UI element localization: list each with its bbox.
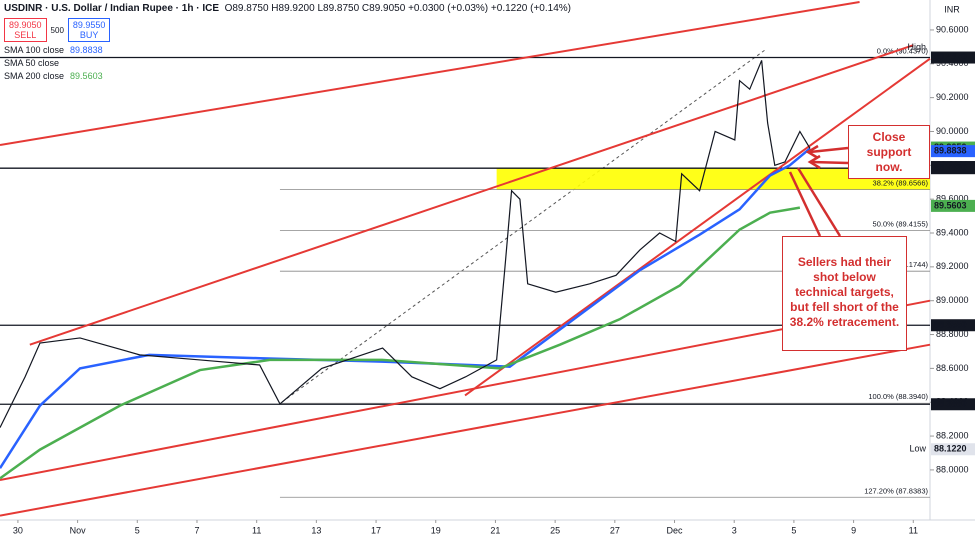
x-tick-label: 13 <box>311 525 321 535</box>
trendline <box>0 1 860 147</box>
annotation: Close support now. <box>848 125 930 179</box>
symbol: USDINR · U.S. Dollar / Indian Rupee · 1h… <box>4 3 220 14</box>
price-tag: High <box>907 42 926 52</box>
price-label-box <box>931 51 975 64</box>
trendline <box>0 299 931 482</box>
price-label: 89.8838 <box>934 146 967 156</box>
price-label: 89.7830 <box>934 163 967 173</box>
y-tick-label: 88.2000 <box>936 430 969 440</box>
price-label-box <box>931 145 975 158</box>
buy-label: BUY <box>79 30 99 40</box>
series-line <box>0 60 811 428</box>
ohlc: O89.8750 H89.9200 L89.8750 C89.9050 +0.0… <box>224 3 571 14</box>
price-label: 88.3880 <box>934 399 967 409</box>
currency: INR <box>944 4 960 14</box>
buy-button[interactable]: 89.9550 BUY <box>67 18 111 42</box>
x-tick-label: 17 <box>371 525 381 535</box>
price-label: 89.5603 <box>934 200 967 210</box>
trendline <box>0 343 931 517</box>
y-tick-label: 88.0000 <box>936 464 969 474</box>
indicator-name: SMA 100 close <box>4 45 65 55</box>
x-tick-label: 7 <box>194 525 199 535</box>
trade-row: 89.9050 SELL 500 89.9550 BUY <box>4 18 571 42</box>
trendline <box>29 44 914 346</box>
series-line <box>0 206 801 480</box>
x-tick-label: 5 <box>791 525 796 535</box>
price-tag: Low <box>909 444 926 454</box>
x-tick-label: 25 <box>550 525 560 535</box>
sell-button[interactable]: 89.9050 SELL <box>4 18 47 42</box>
fib-label: 50.0% (89.4155) <box>873 219 929 228</box>
x-tick-label: 27 <box>610 525 620 535</box>
price-label-box <box>931 319 975 332</box>
sell-label: SELL <box>14 30 37 40</box>
x-tick-label: 30 <box>13 525 23 535</box>
buy-price: 89.9550 <box>72 20 106 30</box>
indicator: SMA 50 close <box>4 58 571 68</box>
price-label: 88.8550 <box>934 320 967 330</box>
spread: 500 <box>50 25 64 35</box>
trendline <box>464 57 931 397</box>
x-tick-label: 19 <box>431 525 441 535</box>
title-row: USDINR · U.S. Dollar / Indian Rupee · 1h… <box>4 3 571 14</box>
indicator: SMA 200 close 89.5603 <box>4 71 571 81</box>
indicators: SMA 100 close 89.8838 SMA 50 close SMA 200 … <box>4 45 571 81</box>
y-tick-label: 89.0000 <box>936 295 969 305</box>
x-tick-label: 11 <box>909 525 918 535</box>
y-tick-label: 90.6000 <box>936 24 969 34</box>
x-tick-label: 3 <box>732 525 737 535</box>
support-zone <box>496 168 930 190</box>
series-line <box>0 147 811 469</box>
y-tick-label: 88.8000 <box>936 329 969 339</box>
price-label-box <box>931 162 975 175</box>
indicator: SMA 100 close 89.8838 <box>4 45 571 55</box>
fib-label: 100.0% (88.3940) <box>868 392 928 401</box>
fib-label: 127.20% (87.8383) <box>864 486 928 495</box>
y-tick-label: 89.2000 <box>936 261 969 271</box>
annotation: Sellers had their shot below technical t… <box>782 236 907 351</box>
y-tick-label: 88.6000 <box>936 363 969 373</box>
indicator-value: 89.5603 <box>70 71 103 81</box>
x-tick-label: 21 <box>490 525 500 535</box>
price-label-box <box>931 398 975 411</box>
sell-price: 89.9050 <box>9 20 42 30</box>
price-label-box <box>931 443 975 456</box>
arrows <box>788 144 849 237</box>
y-tick-label: 90.0000 <box>936 126 969 136</box>
fib-label: 38.2% (89.6566) <box>873 179 929 188</box>
fib-label: 0.0% (90.4370) <box>877 47 929 56</box>
x-tick-label: 9 <box>851 525 856 535</box>
y-tick-label: 89.4000 <box>936 227 969 237</box>
x-tick-label: 5 <box>135 525 140 535</box>
indicator-name: SMA 200 close <box>4 71 65 81</box>
y-tick-label: 89.6000 <box>936 194 969 204</box>
y-tick-label: 90.2000 <box>936 92 969 102</box>
x-tick-label: Nov <box>70 525 87 535</box>
price-label-box <box>931 199 975 212</box>
fib-swing <box>281 49 766 403</box>
price-label: 88.1220 <box>934 444 967 454</box>
header: USDINR · U.S. Dollar / Indian Rupee · 1h… <box>4 3 571 81</box>
price-label: 90.4370 <box>934 52 967 62</box>
x-tick-label: Dec <box>667 525 684 535</box>
x-tick-label: 11 <box>252 525 261 535</box>
indicator-value: 89.8838 <box>70 45 103 55</box>
indicator-name: SMA 50 close <box>4 58 60 68</box>
